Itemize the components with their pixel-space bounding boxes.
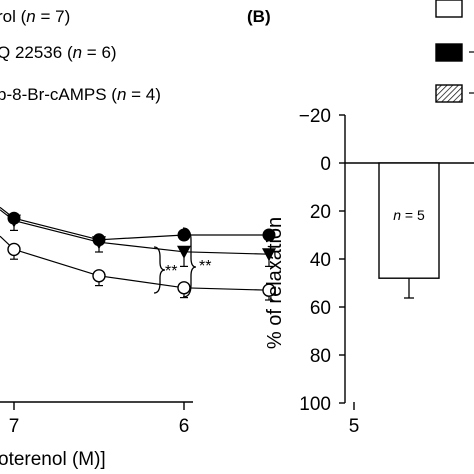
data-point-open-circle xyxy=(92,269,106,283)
panel-b-bars: n = 5 xyxy=(378,162,440,299)
panel-a-x-axis-label: oterenol (M)] xyxy=(0,449,106,470)
bar xyxy=(378,162,440,279)
data-point-triangle-down xyxy=(177,245,191,259)
data-point-filled-circle xyxy=(92,233,106,247)
legend-entry-sq22536: Q 22536 (n = 6) xyxy=(0,43,117,62)
significance-bracket-outer xyxy=(182,227,197,298)
panel-b-y-tick-label: 60 xyxy=(310,298,331,319)
data-point-filled-circle xyxy=(262,228,276,242)
significance-bracket-inner xyxy=(153,246,166,294)
panel-b-y-axis-label: % of relaxation xyxy=(264,217,286,349)
panel-b-y-tick-label: 40 xyxy=(310,250,331,271)
data-point-open-circle xyxy=(262,283,276,297)
data-point-filled-circle xyxy=(7,211,21,225)
data-point-filled-circle xyxy=(177,228,191,242)
series-line xyxy=(0,206,269,241)
legend-swatch-hatched xyxy=(435,84,463,103)
legend-swatch-filled xyxy=(435,43,463,62)
panel-a-x-tick-label: 5 xyxy=(349,416,360,437)
significance-brackets: ** ** xyxy=(153,227,211,298)
series-open-circle xyxy=(0,235,276,301)
bar-n-label: n = 5 xyxy=(393,207,425,223)
legend-swatch-open xyxy=(435,0,463,18)
data-point-open-circle xyxy=(177,281,191,295)
panel-b: (B) −20 0 20 40 60 80 100 % of relaxation n = … xyxy=(247,0,474,415)
data-point-open-circle xyxy=(7,242,21,257)
panel-a-x-ticks: 7 6 5 xyxy=(9,402,360,437)
significance-label-inner: ** xyxy=(165,263,177,280)
data-point-triangle-down xyxy=(262,248,276,262)
panel-b-legend xyxy=(435,0,474,103)
panel-a: rol (n = 7) Q 22536 (n = 6) p-8-Br-cAMPS… xyxy=(0,7,359,470)
panel-b-y-ticks: −20 0 20 40 60 80 100 xyxy=(299,106,345,415)
panel-b-y-tick-label: 0 xyxy=(320,154,331,175)
panel-a-series xyxy=(0,206,276,301)
series-line xyxy=(0,235,270,291)
panel-b-label: (B) xyxy=(247,7,271,26)
panel-a-x-tick-label: 7 xyxy=(9,416,20,437)
panel-a-x-tick-label: 6 xyxy=(179,416,190,437)
series-line xyxy=(0,209,270,255)
legend-entry-control: rol (n = 7) xyxy=(0,7,70,26)
panel-b-y-tick-label: 20 xyxy=(310,202,331,223)
significance-label-outer: ** xyxy=(199,258,211,275)
series-filled-circle xyxy=(0,206,276,247)
panel-b-y-tick-label: 80 xyxy=(310,346,331,367)
legend-entry-rp-8-br-camps: p-8-Br-cAMPS (n = 4) xyxy=(0,85,161,104)
panel-b-y-tick-label: −20 xyxy=(299,106,331,127)
panel-b-y-tick-label: 100 xyxy=(299,394,331,415)
panel-a-legend: rol (n = 7) Q 22536 (n = 6) p-8-Br-cAMPS… xyxy=(0,7,161,104)
